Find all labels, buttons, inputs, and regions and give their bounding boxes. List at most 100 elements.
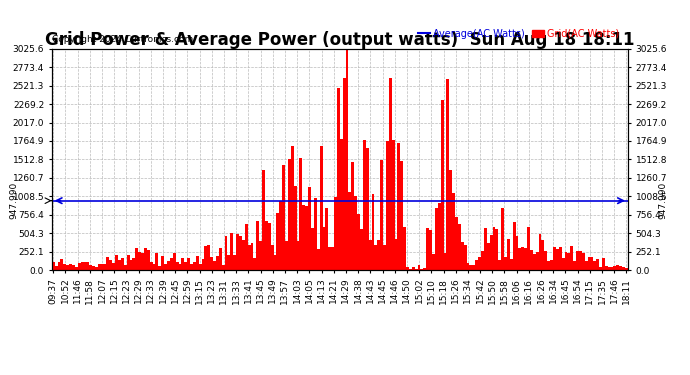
Bar: [268, 222, 270, 270]
Bar: [437, 202, 441, 270]
Bar: [152, 264, 155, 270]
Bar: [397, 142, 400, 270]
Bar: [322, 227, 326, 270]
Bar: [507, 239, 510, 270]
Bar: [351, 162, 354, 270]
Bar: [196, 256, 199, 270]
Bar: [346, 50, 348, 270]
Bar: [193, 262, 196, 270]
Bar: [348, 192, 351, 270]
Bar: [570, 246, 573, 270]
Bar: [559, 247, 562, 270]
Bar: [458, 224, 461, 270]
Bar: [61, 259, 63, 270]
Bar: [564, 252, 567, 270]
Bar: [242, 240, 245, 270]
Bar: [368, 240, 371, 270]
Bar: [150, 262, 152, 270]
Bar: [236, 234, 239, 270]
Bar: [490, 235, 493, 270]
Bar: [75, 267, 78, 270]
Bar: [412, 267, 415, 270]
Bar: [127, 255, 130, 270]
Bar: [89, 265, 92, 270]
Bar: [331, 247, 334, 270]
Bar: [406, 267, 409, 270]
Bar: [210, 257, 213, 270]
Bar: [357, 214, 360, 270]
Bar: [556, 249, 559, 270]
Bar: [605, 266, 608, 270]
Bar: [115, 255, 118, 270]
Bar: [199, 264, 201, 270]
Bar: [179, 264, 181, 270]
Bar: [596, 260, 599, 270]
Bar: [256, 220, 259, 270]
Bar: [141, 253, 144, 270]
Bar: [550, 260, 553, 270]
Bar: [366, 148, 368, 270]
Bar: [132, 258, 135, 270]
Bar: [522, 247, 524, 270]
Bar: [319, 146, 322, 270]
Bar: [86, 262, 89, 270]
Bar: [288, 159, 291, 270]
Bar: [250, 243, 253, 270]
Bar: [334, 197, 337, 270]
Bar: [314, 198, 317, 270]
Bar: [449, 170, 452, 270]
Bar: [147, 250, 150, 270]
Bar: [613, 266, 616, 270]
Bar: [66, 265, 69, 270]
Bar: [95, 267, 98, 270]
Bar: [213, 261, 216, 270]
Bar: [112, 263, 115, 270]
Bar: [328, 247, 331, 270]
Bar: [452, 193, 455, 270]
Bar: [429, 230, 432, 270]
Bar: [417, 265, 420, 270]
Bar: [375, 245, 377, 270]
Bar: [164, 264, 167, 270]
Bar: [291, 147, 294, 270]
Bar: [360, 230, 363, 270]
Bar: [273, 255, 277, 270]
Bar: [279, 201, 282, 270]
Bar: [582, 253, 584, 270]
Bar: [124, 265, 127, 270]
Bar: [354, 196, 357, 270]
Bar: [498, 260, 501, 270]
Bar: [588, 257, 591, 270]
Legend: Average(AC Watts), Grid(AC Watts): Average(AC Watts), Grid(AC Watts): [414, 25, 623, 43]
Bar: [593, 261, 596, 270]
Bar: [544, 251, 547, 270]
Bar: [567, 253, 571, 270]
Bar: [135, 248, 138, 270]
Bar: [515, 236, 518, 270]
Bar: [602, 258, 605, 270]
Bar: [420, 269, 424, 270]
Bar: [297, 242, 299, 270]
Bar: [245, 224, 248, 270]
Bar: [262, 171, 265, 270]
Bar: [435, 208, 437, 270]
Bar: [547, 261, 550, 270]
Bar: [204, 246, 207, 270]
Bar: [481, 252, 484, 270]
Bar: [388, 78, 392, 270]
Bar: [305, 206, 308, 270]
Bar: [158, 266, 161, 270]
Bar: [216, 255, 219, 270]
Bar: [337, 88, 339, 270]
Bar: [230, 233, 233, 270]
Bar: [81, 262, 83, 270]
Bar: [386, 141, 388, 270]
Bar: [383, 245, 386, 270]
Bar: [392, 140, 395, 270]
Bar: [302, 205, 305, 270]
Bar: [527, 227, 530, 270]
Bar: [207, 245, 210, 270]
Bar: [599, 267, 602, 270]
Bar: [172, 253, 176, 270]
Bar: [317, 249, 319, 270]
